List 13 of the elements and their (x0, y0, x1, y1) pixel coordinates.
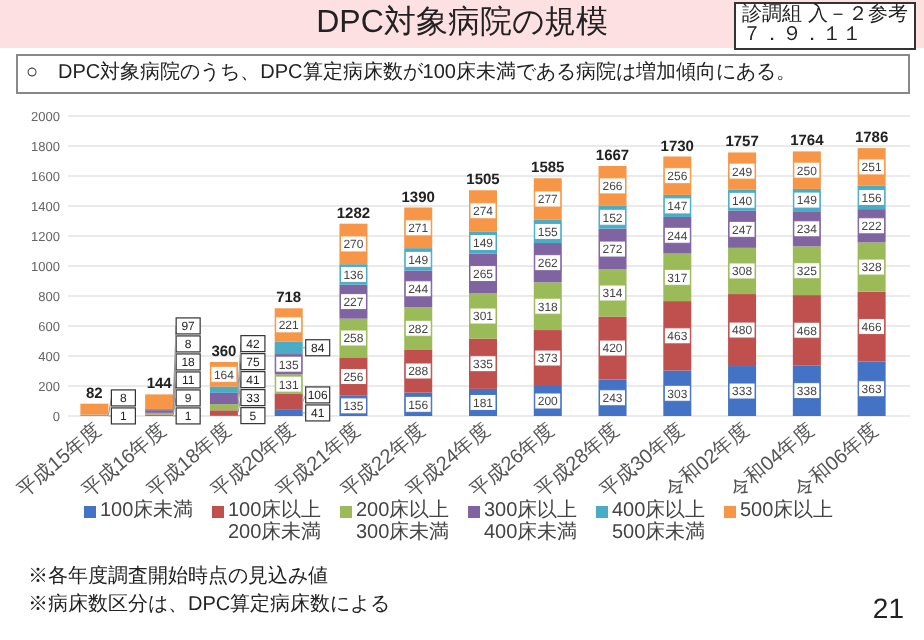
text: 21 (872, 592, 904, 624)
text: 診調組 入－２参考 (742, 4, 908, 26)
text: ※各年度調査開始時点の見込み値 (28, 566, 328, 590)
chart-subtitle: ○ DPC対象病院のうち、DPC算定病床数が100床未満である病院は増加傾向にある。 (16, 54, 910, 94)
legend-label: 400床以上500床未満 (612, 500, 708, 544)
text: ７．９．１１ (742, 24, 865, 46)
legend-label: 300床以上400床未満 (484, 500, 580, 544)
legend-label: 100床以上200床未満 (228, 500, 324, 544)
legend-label: 500床以上 (740, 500, 836, 522)
chart-title: DPC対象病院の規模 (316, 6, 608, 40)
legend-label: 200床以上300床未満 (356, 500, 452, 544)
legend-label: 100床未満 (100, 500, 196, 522)
text: ※病床数区分は、DPC算定病床数による (28, 594, 391, 618)
